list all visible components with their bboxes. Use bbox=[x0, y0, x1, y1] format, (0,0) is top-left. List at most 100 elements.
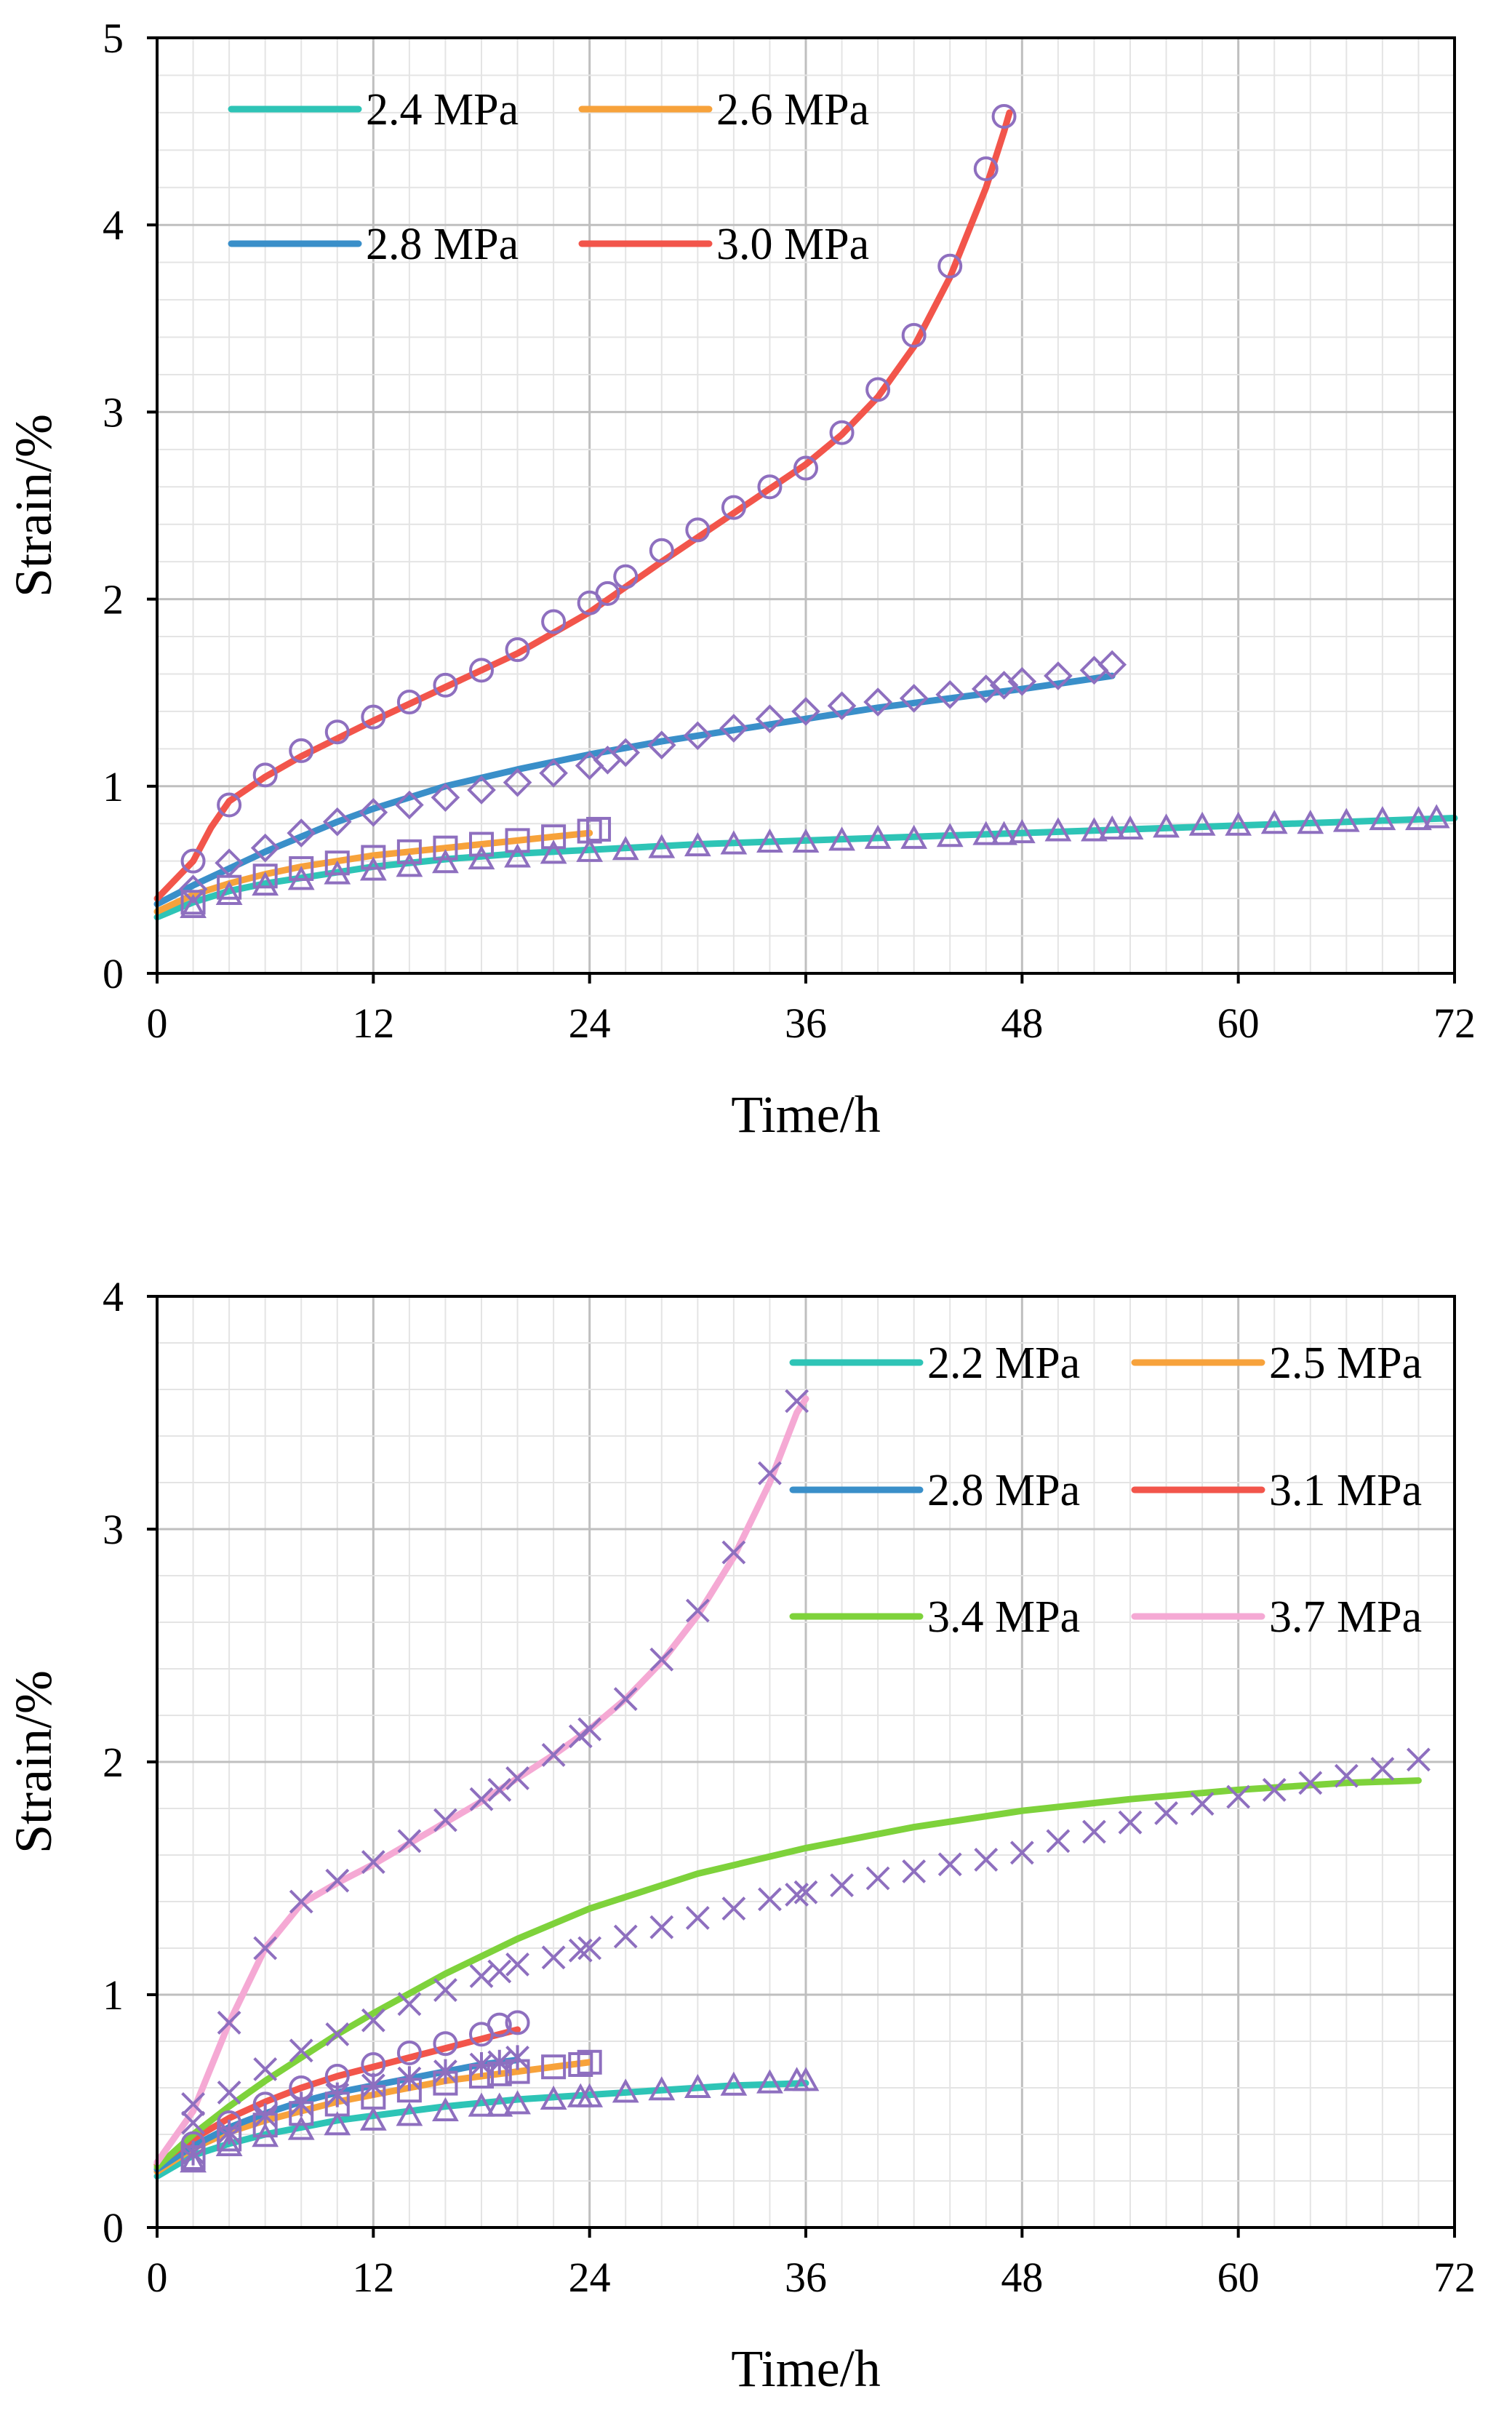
data-point bbox=[613, 564, 639, 589]
data-point bbox=[539, 758, 568, 788]
data-point bbox=[180, 2131, 206, 2156]
data-point bbox=[431, 783, 460, 813]
data-point bbox=[899, 684, 929, 713]
data-point bbox=[1081, 817, 1108, 842]
series-markers-2-4-mpa bbox=[180, 804, 1450, 918]
data-point bbox=[396, 2041, 422, 2065]
data-point bbox=[830, 1873, 854, 1898]
x-tick-label: 0 bbox=[147, 1000, 168, 1047]
x-tick-label: 72 bbox=[1433, 2254, 1476, 2301]
data-point bbox=[396, 690, 422, 715]
data-point bbox=[215, 880, 243, 905]
data-point bbox=[433, 2059, 457, 2084]
data-point bbox=[937, 1852, 962, 1877]
data-point bbox=[684, 831, 711, 857]
data-point bbox=[577, 2049, 602, 2075]
data-point bbox=[972, 821, 1000, 845]
y-tick-label: 4 bbox=[103, 1273, 124, 1320]
data-point bbox=[1369, 805, 1396, 831]
data-point bbox=[361, 2008, 385, 2033]
data-point bbox=[180, 2148, 207, 2173]
data-point bbox=[1226, 1784, 1251, 1809]
y-tick-label: 5 bbox=[103, 15, 124, 62]
data-point bbox=[577, 1717, 602, 1742]
x-tick-label: 12 bbox=[352, 2254, 394, 2301]
data-point bbox=[648, 834, 676, 858]
data-point bbox=[324, 850, 350, 876]
legend-label: 3.0 MPa bbox=[716, 220, 869, 269]
data-point bbox=[397, 1992, 422, 2017]
data-point bbox=[793, 455, 818, 481]
data-point bbox=[1007, 666, 1037, 696]
data-point bbox=[217, 2119, 241, 2145]
data-point bbox=[540, 2085, 567, 2110]
data-point bbox=[863, 687, 892, 717]
legend-label: 3.4 MPa bbox=[927, 1592, 1080, 1642]
data-point bbox=[541, 2054, 567, 2080]
x-tick-label: 60 bbox=[1217, 1000, 1260, 1047]
data-point bbox=[541, 1945, 566, 1970]
data-point bbox=[503, 767, 532, 797]
data-point bbox=[433, 2031, 458, 2057]
x-tick-label: 0 bbox=[147, 2254, 168, 2301]
data-point bbox=[486, 2092, 513, 2117]
data-point bbox=[586, 816, 612, 842]
data-point bbox=[487, 2049, 512, 2075]
data-point bbox=[180, 848, 206, 874]
data-point bbox=[361, 704, 386, 730]
data-point bbox=[215, 2131, 243, 2156]
data-point bbox=[935, 679, 965, 709]
data-point bbox=[469, 1787, 494, 1811]
data-point bbox=[1153, 813, 1180, 838]
y-axis-label: Strain/% bbox=[4, 414, 63, 597]
data-point bbox=[685, 1598, 710, 1623]
data-point bbox=[361, 1850, 385, 1875]
data-point bbox=[936, 823, 964, 847]
legend-label: 2.5 MPa bbox=[1269, 1339, 1422, 1388]
data-point bbox=[1225, 811, 1252, 836]
data-point bbox=[433, 835, 458, 861]
data-point bbox=[577, 818, 602, 844]
series-markers-2-2-mpa bbox=[180, 2067, 820, 2173]
data-point bbox=[721, 1896, 746, 1921]
data-point bbox=[611, 738, 641, 767]
data-point bbox=[613, 1924, 638, 1949]
x-tick-label: 36 bbox=[785, 1000, 827, 1047]
legend-label: 2.6 MPa bbox=[716, 85, 869, 135]
data-point bbox=[361, 2052, 386, 2077]
data-point bbox=[250, 833, 280, 863]
series-line-3-4-mpa bbox=[153, 1777, 1422, 2171]
data-point bbox=[828, 826, 855, 851]
data-point bbox=[1298, 1771, 1323, 1795]
data-point bbox=[1116, 815, 1144, 839]
data-point bbox=[864, 824, 892, 849]
data-point bbox=[1423, 804, 1450, 829]
data-point bbox=[487, 1959, 512, 1984]
data-point bbox=[1190, 1792, 1215, 1816]
data-point bbox=[361, 2073, 385, 2098]
series-markers-3-7-mpa bbox=[181, 1389, 809, 2116]
data-point bbox=[180, 890, 206, 915]
data-point bbox=[756, 2069, 783, 2094]
data-point bbox=[1082, 1819, 1106, 1844]
data-point bbox=[612, 836, 639, 861]
data-point bbox=[252, 2091, 278, 2117]
legend-label: 3.7 MPa bbox=[1269, 1592, 1422, 1642]
y-tick-label: 0 bbox=[103, 2204, 124, 2251]
data-point bbox=[287, 2115, 315, 2140]
data-point bbox=[792, 828, 820, 853]
data-point bbox=[649, 1647, 674, 1672]
data-point bbox=[469, 831, 494, 857]
data-point bbox=[468, 845, 495, 870]
y-tick-label: 1 bbox=[103, 1971, 124, 2019]
data-point bbox=[541, 1742, 566, 1767]
data-point bbox=[758, 1461, 782, 1485]
data-point bbox=[505, 2010, 530, 2035]
data-point bbox=[467, 775, 496, 805]
data-point bbox=[989, 671, 1019, 700]
data-point bbox=[568, 1938, 593, 1963]
data-point bbox=[827, 691, 857, 721]
data-point bbox=[217, 2110, 242, 2135]
